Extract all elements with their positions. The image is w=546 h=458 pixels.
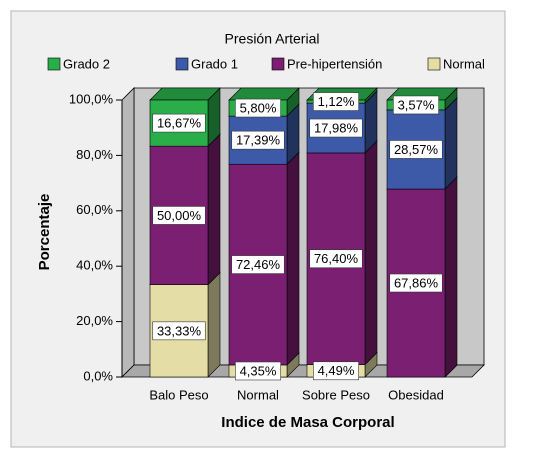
y-tick-label: 0,0%	[83, 368, 113, 383]
bar-side	[364, 140, 378, 366]
bar-side	[207, 271, 221, 378]
chart-title: Presión Arterial	[225, 31, 320, 47]
left-wall	[121, 87, 135, 378]
data-label: 1,12%	[318, 94, 355, 109]
data-label-box	[235, 98, 281, 118]
data-label-box	[313, 92, 359, 111]
bar-side	[286, 151, 300, 366]
data-label-box	[231, 130, 285, 150]
legend-label: Grado 1	[191, 56, 238, 71]
y-tick-label: 80,0%	[76, 147, 113, 162]
data-label-box	[313, 361, 359, 381]
data-label: 4,35%	[240, 363, 277, 378]
data-label-box	[152, 113, 206, 133]
y-axis-label: Porcentaje	[36, 194, 53, 271]
data-label: 72,46%	[236, 257, 281, 272]
data-label: 17,98%	[314, 120, 359, 135]
legend-label: Normal	[443, 56, 485, 71]
data-label-box	[389, 273, 443, 293]
legend-swatch	[427, 57, 441, 71]
legend-label: Pre-hipertensión	[287, 56, 382, 71]
data-label-box	[152, 321, 206, 341]
bar-side	[207, 133, 221, 286]
y-tick-label: 40,0%	[76, 258, 113, 273]
data-label: 33,33%	[157, 323, 202, 338]
data-label-box	[309, 118, 363, 138]
data-label-box	[389, 140, 443, 159]
legend-swatch	[175, 57, 189, 71]
data-label-box	[235, 361, 281, 381]
legend-swatch	[271, 57, 285, 71]
x-tick-label: Balo Peso	[149, 387, 208, 402]
data-label-box	[231, 255, 285, 274]
data-label-box	[309, 249, 363, 269]
legend-swatch	[47, 57, 61, 71]
data-label: 5,80%	[240, 100, 277, 115]
legend-label: Grado 2	[63, 56, 110, 71]
x-axis-label: Indice de Masa Corporal	[221, 414, 394, 431]
bar-top	[149, 87, 221, 101]
data-label: 17,39%	[236, 133, 281, 148]
data-label: 4,49%	[318, 363, 355, 378]
x-tick-label: Sobre Peso	[302, 387, 370, 402]
bar-side	[444, 176, 458, 378]
data-label: 76,40%	[314, 251, 359, 266]
y-tick-label: 100,0%	[69, 91, 114, 106]
bar-side	[444, 97, 458, 190]
data-label: 67,86%	[394, 275, 439, 290]
x-tick-label: Normal	[237, 387, 279, 402]
data-label: 28,57%	[394, 142, 439, 157]
data-label-box	[152, 206, 206, 225]
bar-top	[228, 87, 300, 101]
y-tick-label: 60,0%	[76, 202, 113, 217]
data-label-box	[393, 95, 439, 115]
y-tick-label: 20,0%	[76, 313, 113, 328]
data-label: 3,57%	[398, 97, 435, 112]
data-label: 50,00%	[157, 208, 202, 223]
data-label: 16,67%	[157, 116, 202, 131]
x-tick-label: Obesidad	[388, 387, 444, 402]
